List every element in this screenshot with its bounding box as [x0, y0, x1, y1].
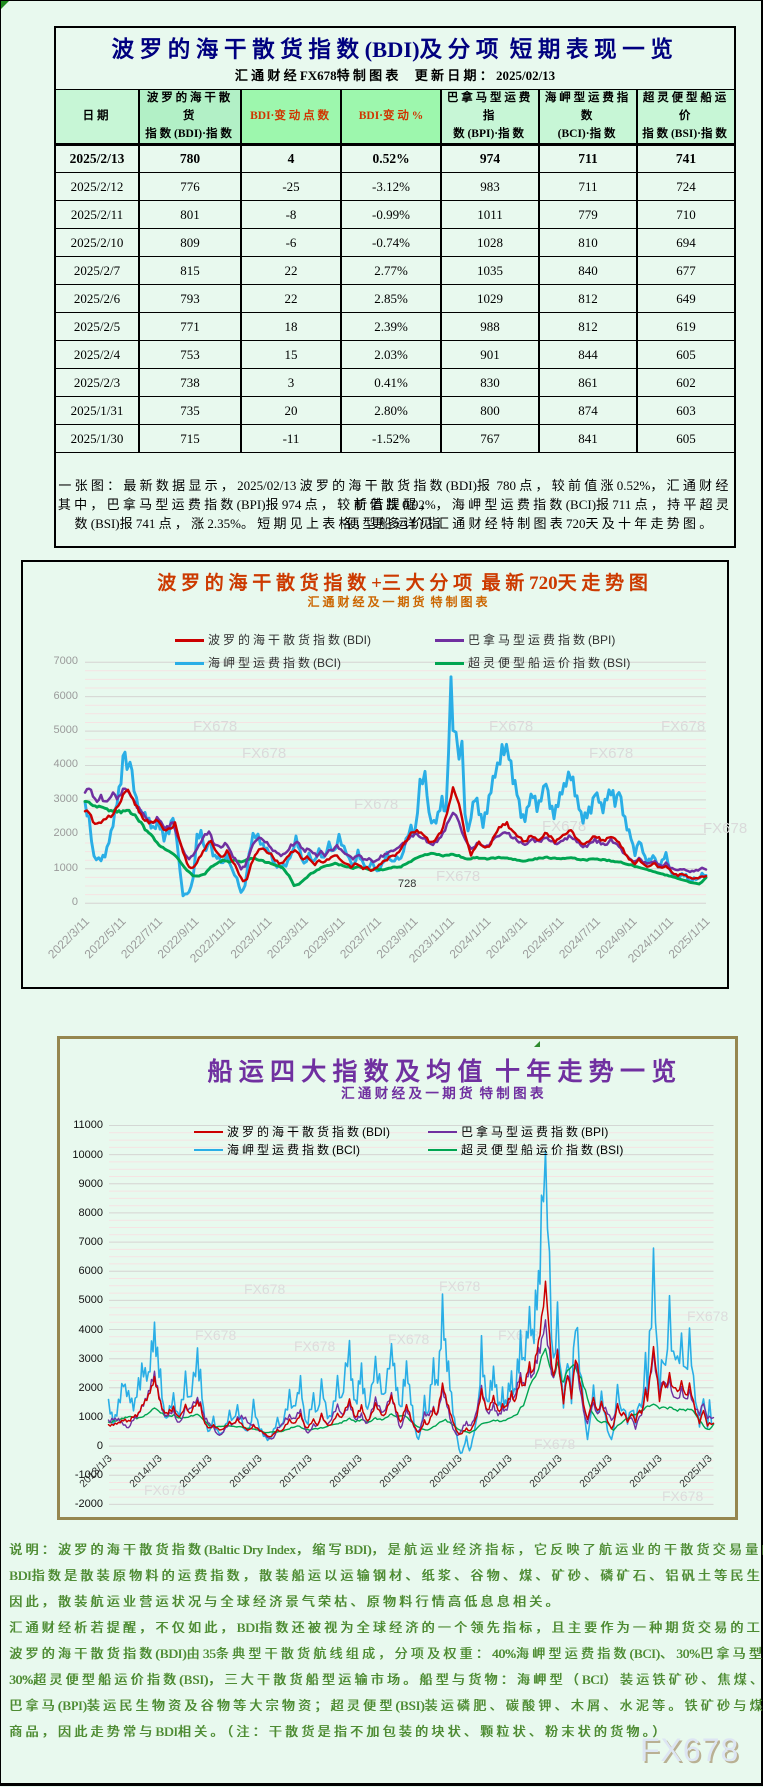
- svg-text:FX678: FX678: [242, 745, 286, 762]
- svg-text:FX678: FX678: [354, 796, 398, 813]
- svg-text:FX678: FX678: [542, 818, 586, 835]
- svg-text:FX678: FX678: [244, 1281, 285, 1297]
- svg-text:FX678: FX678: [661, 718, 705, 735]
- svg-text:FX678: FX678: [195, 1327, 236, 1343]
- svg-text:FX678: FX678: [489, 718, 533, 735]
- svg-text:FX678: FX678: [589, 745, 633, 762]
- svg-text:728: 728: [398, 878, 416, 890]
- svg-text:FX678: FX678: [294, 1338, 335, 1354]
- svg-text:FX678: FX678: [662, 1488, 703, 1504]
- svg-text:FX678: FX678: [144, 1482, 185, 1498]
- svg-text:FX678: FX678: [687, 1308, 728, 1324]
- svg-text:FX678: FX678: [436, 868, 480, 885]
- svg-text:FX678: FX678: [439, 1278, 480, 1294]
- svg-text:FX678: FX678: [193, 718, 237, 735]
- svg-text:FX678: FX678: [703, 820, 747, 837]
- svg-text:FX678: FX678: [534, 1436, 575, 1452]
- svg-text:FX678: FX678: [388, 1331, 429, 1347]
